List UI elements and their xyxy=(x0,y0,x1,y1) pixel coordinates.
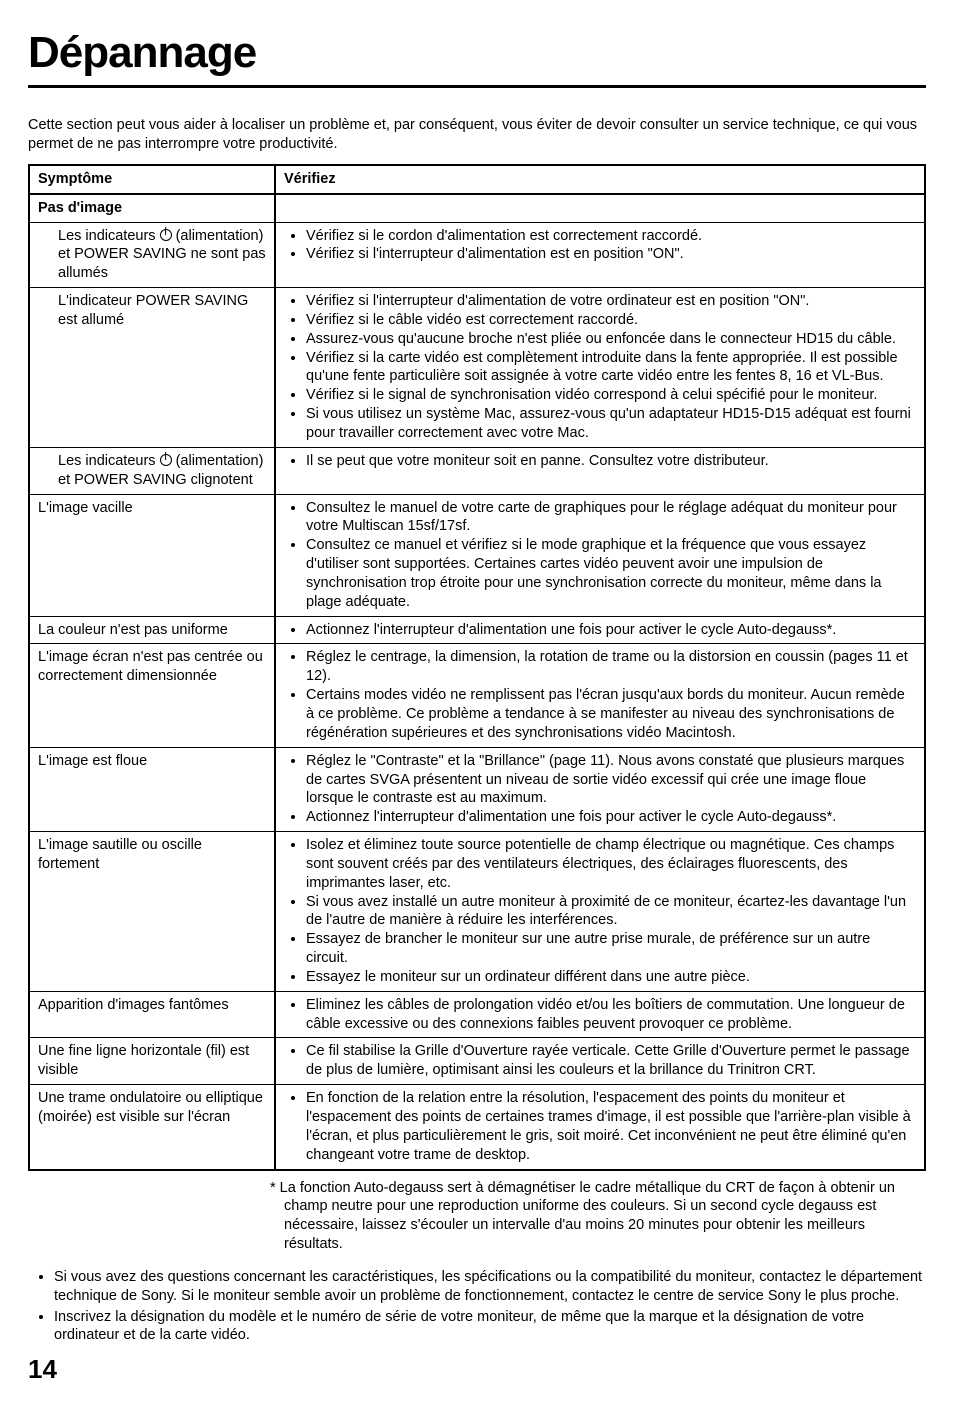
symptom-cell: Les indicateurs (alimentation) et POWER … xyxy=(29,222,275,288)
check-item: Il se peut que votre moniteur soit en pa… xyxy=(306,452,916,471)
check-item: Certains modes vidéo ne remplissent pas … xyxy=(306,686,916,743)
check-cell: Actionnez l'interrupteur d'alimentation … xyxy=(275,616,925,644)
check-item: Réglez le centrage, la dimension, la rot… xyxy=(306,648,916,686)
power-icon xyxy=(160,229,172,241)
symptom-cell: Une trame ondulatoire ou elliptique (moi… xyxy=(29,1085,275,1170)
check-cell: Réglez le "Contraste" et la "Brillance" … xyxy=(275,747,925,831)
table-row: Les indicateurs (alimentation) et POWER … xyxy=(29,447,925,494)
symptom-cell: L'image vacille xyxy=(29,494,275,616)
bottom-notes: Si vous avez des questions concernant le… xyxy=(30,1268,926,1345)
bottom-note-item: Inscrivez la désignation du modèle et le… xyxy=(54,1308,926,1346)
power-icon xyxy=(160,454,172,466)
table-row: Une trame ondulatoire ou elliptique (moi… xyxy=(29,1085,925,1170)
check-cell: Ce fil stabilise la Grille d'Ouverture r… xyxy=(275,1038,925,1085)
symptom-cell: La couleur n'est pas uniforme xyxy=(29,616,275,644)
asterisk-footnote: La fonction Auto-degauss sert à démagnét… xyxy=(28,1177,926,1268)
table-row: L'image écran n'est pas centrée ou corre… xyxy=(29,644,925,747)
troubleshooting-table: Symptôme Vérifiez Pas d'imageLes indicat… xyxy=(28,164,926,1171)
table-row: Pas d'image xyxy=(29,194,925,222)
check-cell: Isolez et éliminez toute source potentie… xyxy=(275,832,925,992)
bottom-note-item: Si vous avez des questions concernant le… xyxy=(54,1268,926,1306)
table-row: L'image vacille Consultez le manuel de vo… xyxy=(29,494,925,616)
table-row: La couleur n'est pas uniforme Actionnez l… xyxy=(29,616,925,644)
check-cell: Vérifiez si l'interrupteur d'alimentatio… xyxy=(275,288,925,448)
check-item: Vérifiez si le signal de synchronisation… xyxy=(306,386,916,405)
table-row: Les indicateurs (alimentation) et POWER … xyxy=(29,222,925,288)
check-item: Consultez le manuel de votre carte de gr… xyxy=(306,499,916,537)
symptom-cell: L'indicateur POWER SAVING est allumé xyxy=(29,288,275,448)
check-item: Vérifiez si le câble vidéo est correctem… xyxy=(306,311,916,330)
intro-text: Cette section peut vous aider à localise… xyxy=(28,116,926,154)
header-check: Vérifiez xyxy=(275,165,925,194)
check-item: Vérifiez si l'interrupteur d'alimentatio… xyxy=(306,292,916,311)
symptom-cell: L'image est floue xyxy=(29,747,275,831)
check-item: Isolez et éliminez toute source potentie… xyxy=(306,836,916,893)
table-row: L'image est floue Réglez le "Contraste" e… xyxy=(29,747,925,831)
check-item: Si vous avez installé un autre moniteur … xyxy=(306,893,916,931)
check-item: Vérifiez si le cordon d'alimentation est… xyxy=(306,227,916,246)
check-cell: Réglez le centrage, la dimension, la rot… xyxy=(275,644,925,747)
header-symptom: Symptôme xyxy=(29,165,275,194)
check-cell xyxy=(275,194,925,222)
table-row: Une fine ligne horizontale (fil) est vis… xyxy=(29,1038,925,1085)
table-row: L'image sautille ou oscille fortement Iso… xyxy=(29,832,925,992)
symptom-cell: Apparition d'images fantômes xyxy=(29,991,275,1038)
check-item: Vérifiez si la carte vidéo est complètem… xyxy=(306,349,916,387)
check-item: Essayez de brancher le moniteur sur une … xyxy=(306,930,916,968)
page-number: 14 xyxy=(28,1353,926,1387)
table-row: Apparition d'images fantômes Eliminez les… xyxy=(29,991,925,1038)
page-title: Dépannage xyxy=(28,24,926,88)
symptom-cell: Pas d'image xyxy=(29,194,275,222)
check-cell: Il se peut que votre moniteur soit en pa… xyxy=(275,447,925,494)
check-item: Si vous utilisez un système Mac, assurez… xyxy=(306,405,916,443)
symptom-cell: L'image écran n'est pas centrée ou corre… xyxy=(29,644,275,747)
check-item: Ce fil stabilise la Grille d'Ouverture r… xyxy=(306,1042,916,1080)
check-item: Consultez ce manuel et vérifiez si le mo… xyxy=(306,536,916,611)
check-item: En fonction de la relation entre la réso… xyxy=(306,1089,916,1164)
check-item: Actionnez l'interrupteur d'alimentation … xyxy=(306,621,916,640)
check-cell: Eliminez les câbles de prolongation vidé… xyxy=(275,991,925,1038)
check-item: Vérifiez si l'interrupteur d'alimentatio… xyxy=(306,245,916,264)
check-cell: Consultez le manuel de votre carte de gr… xyxy=(275,494,925,616)
table-row: L'indicateur POWER SAVING est allumé Véri… xyxy=(29,288,925,448)
check-item: Eliminez les câbles de prolongation vidé… xyxy=(306,996,916,1034)
check-item: Assurez-vous qu'aucune broche n'est plié… xyxy=(306,330,916,349)
symptom-cell: L'image sautille ou oscille fortement xyxy=(29,832,275,992)
symptom-cell: Les indicateurs (alimentation) et POWER … xyxy=(29,447,275,494)
check-cell: En fonction de la relation entre la réso… xyxy=(275,1085,925,1170)
check-item: Actionnez l'interrupteur d'alimentation … xyxy=(306,808,916,827)
check-item: Réglez le "Contraste" et la "Brillance" … xyxy=(306,752,916,809)
symptom-cell: Une fine ligne horizontale (fil) est vis… xyxy=(29,1038,275,1085)
check-item: Essayez le moniteur sur un ordinateur di… xyxy=(306,968,916,987)
check-cell: Vérifiez si le cordon d'alimentation est… xyxy=(275,222,925,288)
